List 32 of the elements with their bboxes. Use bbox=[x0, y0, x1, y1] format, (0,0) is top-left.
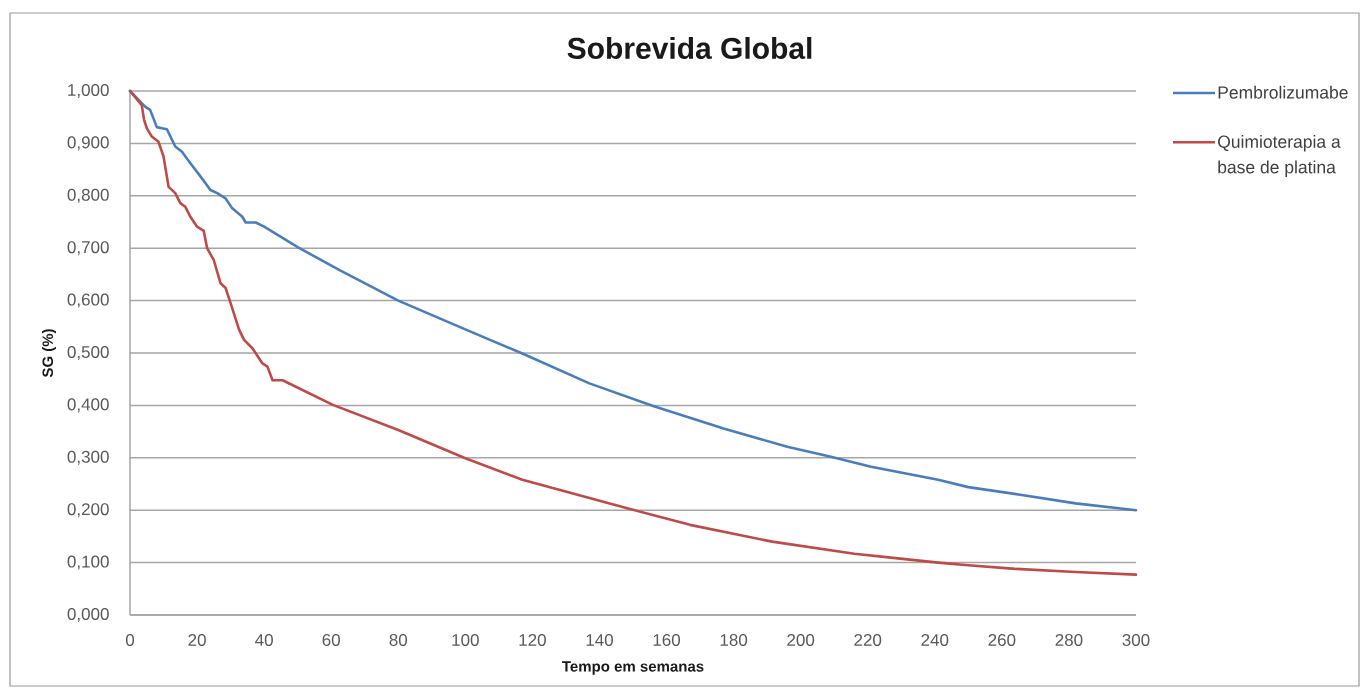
x-tick-label: 0 bbox=[125, 633, 135, 647]
x-tick-label: 20 bbox=[188, 633, 206, 647]
x-tick-label: 220 bbox=[854, 633, 882, 647]
y-tick-label: 0,000 bbox=[67, 607, 109, 623]
y-tick-label: 0,200 bbox=[67, 503, 109, 518]
x-axis-title: Tempo em semanas bbox=[562, 661, 704, 675]
x-tick-label: 100 bbox=[452, 633, 479, 647]
y-tick-label: 0,500 bbox=[67, 345, 109, 361]
x-tick-label: 260 bbox=[988, 633, 1016, 647]
x-tick-label: 160 bbox=[653, 633, 681, 647]
y-tick-label: 0,900 bbox=[67, 136, 109, 151]
x-tick-label: 200 bbox=[787, 633, 815, 647]
y-tick-label: 0,400 bbox=[67, 398, 109, 413]
x-tick-label: 300 bbox=[1122, 633, 1150, 647]
y-tick-label: 0,600 bbox=[67, 293, 109, 308]
legend-label: Quimioterapia a base de platina bbox=[1218, 135, 1341, 177]
x-tick-label: 60 bbox=[322, 633, 340, 647]
chart-title: Sobrevida Global bbox=[567, 36, 812, 60]
x-tick-label: 140 bbox=[586, 633, 613, 647]
y-tick-label: 0,100 bbox=[67, 555, 109, 570]
x-tick-label: 240 bbox=[921, 633, 949, 647]
y-tick-label: 0,800 bbox=[67, 188, 109, 203]
x-tick-label: 280 bbox=[1055, 633, 1083, 647]
x-tick-label: 80 bbox=[389, 633, 408, 647]
x-tick-label: 40 bbox=[255, 633, 273, 647]
x-tick-label: 180 bbox=[720, 633, 748, 647]
y-axis-title: SG (%) bbox=[42, 329, 56, 378]
y-tick-label: 0,700 bbox=[67, 241, 109, 256]
x-tick-label: 120 bbox=[519, 633, 546, 647]
y-tick-label: 1,000 bbox=[68, 83, 109, 99]
legend-label: Pembrolizumabe bbox=[1218, 85, 1348, 99]
y-tick-label: 0,300 bbox=[67, 450, 109, 465]
